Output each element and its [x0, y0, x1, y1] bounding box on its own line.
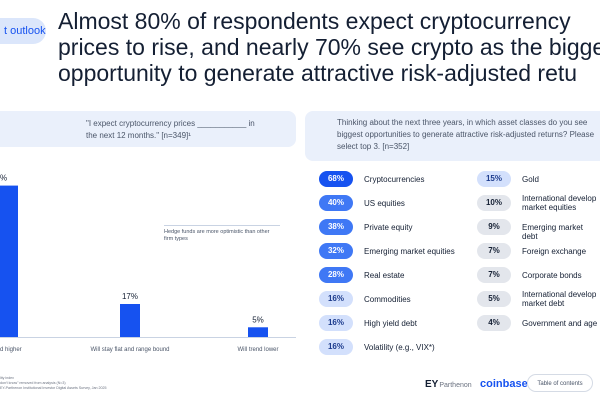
asset-left-pill-2: 38% — [319, 219, 353, 235]
asset-right-pill-1: 10% — [477, 195, 511, 211]
footnote-1: lity index — [0, 376, 14, 380]
footnote-2: don't know" removed from analysis (N=3) — [0, 381, 66, 385]
right-prompt-text: Thinking about the next three years, in … — [337, 118, 595, 151]
right-prompt-panel — [305, 111, 600, 161]
bar-value-label-0: % — [0, 174, 7, 183]
asset-left-label-3: Emerging market equities — [364, 247, 455, 256]
asset-left-label-4: Real estate — [364, 271, 405, 280]
asset-right-pill-3: 7% — [477, 243, 511, 259]
asset-left-pill-5: 16% — [319, 291, 353, 307]
coinbase-logo: coinbase — [480, 378, 528, 390]
title-line-3: opportunity to generate attractive risk-… — [58, 60, 578, 86]
footnotes: lity index don't know" removed from anal… — [0, 376, 170, 391]
bar-category-label-0: d higher — [0, 347, 22, 353]
asset-left-label-0: Cryptocurrencies — [364, 175, 425, 184]
asset-right-label-1: International develop market equities — [522, 194, 597, 212]
asset-right-label-4: Corporate bonds — [522, 271, 582, 280]
bar-2 — [248, 327, 268, 337]
hedge-fund-note: Hedge funds are more optimistic than oth… — [164, 225, 280, 243]
asset-left-pill-1: 40% — [319, 195, 353, 211]
ey-logo-text: EY — [425, 379, 439, 390]
asset-left-pill-6: 16% — [319, 315, 353, 331]
asset-right-pill-4: 7% — [477, 267, 511, 283]
price-expectation-bar-chart: % d higher 17% Will stay flat and range bou… — [0, 174, 296, 353]
title-line-1: Almost 80% of respondents expect cryptoc… — [58, 8, 571, 34]
asset-left-label-5: Commodities — [364, 295, 411, 304]
asset-right-label-0: Gold — [522, 175, 539, 184]
asset-right-pill-5: 5% — [477, 291, 511, 307]
table-of-contents-button[interactable]: Table of contents — [527, 374, 593, 392]
left-prompt-panel — [0, 111, 296, 147]
asset-left-label-1: US equities — [364, 199, 405, 208]
asset-right-label-3: Foreign exchange — [522, 247, 587, 256]
title-line-2: prices to rise, and nearly 70% see crypt… — [58, 34, 600, 60]
ey-logo: EYParthenon — [425, 379, 472, 390]
asset-left-pill-7: 16% — [319, 339, 353, 355]
asset-right-label-5: International develop market debt — [522, 290, 597, 308]
asset-right-label-6: Government and age — [522, 319, 598, 328]
asset-left-label-6: High yield debt — [364, 319, 417, 328]
asset-right-pill-6: 4% — [477, 315, 511, 331]
asset-right-label-2: Emerging market debt — [522, 223, 583, 241]
bar-value-label-1: 17% — [122, 292, 138, 301]
asset-left-pill-4: 28% — [319, 267, 353, 283]
left-prompt-text: "I expect cryptocurrency prices ________… — [86, 119, 255, 140]
asset-left-label-2: Private equity — [364, 223, 413, 232]
bar-category-label-1: Will stay flat and range bound — [90, 347, 169, 353]
ey-logo-sub: Parthenon — [439, 382, 472, 389]
bar-value-label-2: 5% — [252, 315, 264, 324]
bar-category-label-2: Will trend lower — [237, 347, 278, 353]
bar-0 — [0, 185, 18, 337]
section-tag: t outlook — [0, 18, 46, 44]
asset-left-pill-3: 32% — [319, 243, 353, 259]
asset-left-pill-0: 68% — [319, 171, 353, 187]
footnote-3: EY-Parthenon Institutional Investor Digi… — [0, 386, 107, 390]
asset-right-pill-0: 15% — [477, 171, 511, 187]
bar-1 — [120, 304, 140, 337]
page-title: Almost 80% of respondents expect cryptoc… — [58, 8, 600, 86]
asset-right-pill-2: 9% — [477, 219, 511, 235]
asset-left-label-7: Volatility (e.g., VIX*) — [364, 343, 435, 352]
